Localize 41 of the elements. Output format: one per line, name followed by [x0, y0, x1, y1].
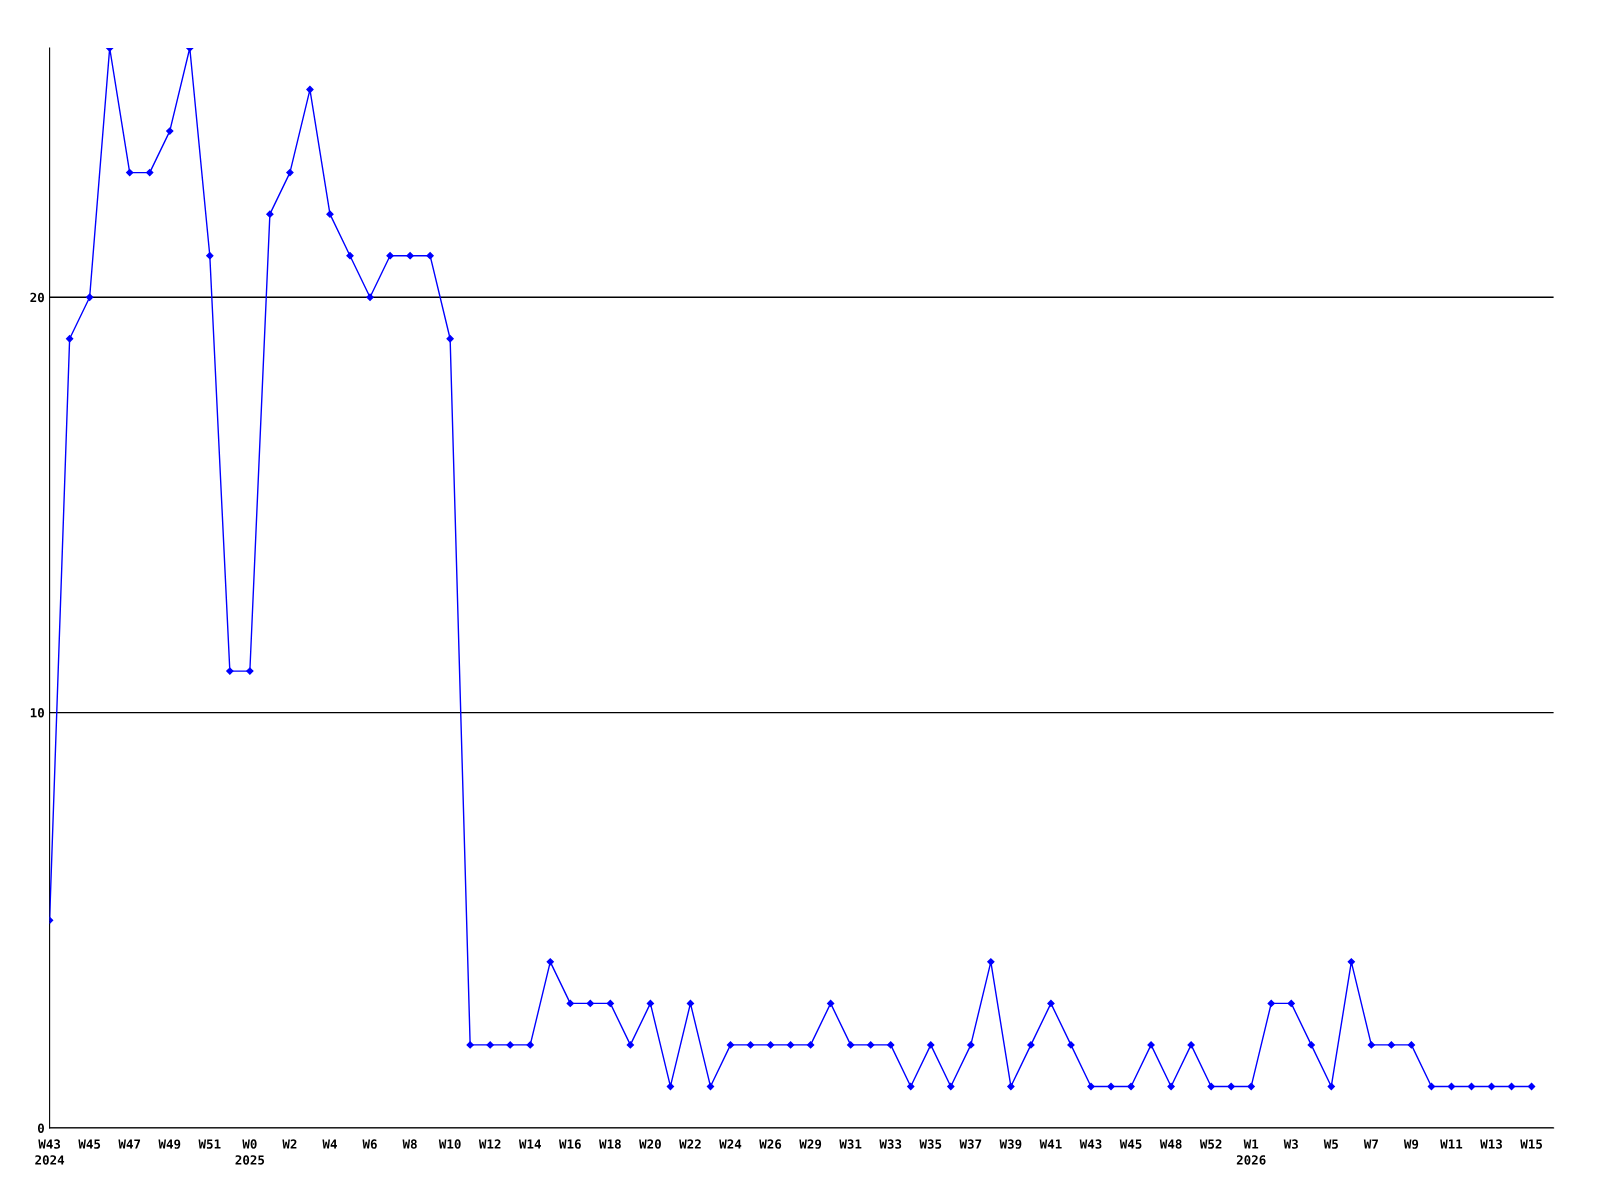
x-tick-label: W2 — [282, 1139, 297, 1149]
x-tick-label: W18 — [599, 1139, 621, 1149]
x-tick-label: W6 — [362, 1139, 377, 1149]
x-tick-label: W5 — [1323, 1139, 1338, 1149]
x-tick-label: W22 — [679, 1139, 701, 1149]
x-tick-label: W1 2026 — [1236, 1139, 1266, 1165]
x-tick-label: W43 2024 — [35, 1139, 65, 1165]
x-tick-label: W3 — [1283, 1139, 1298, 1149]
x-tick-label: W51 — [198, 1139, 221, 1149]
x-tick-label: W7 — [1363, 1139, 1378, 1149]
x-tick-label: W26 — [759, 1139, 782, 1149]
x-tick-label: W15 — [1520, 1139, 1543, 1149]
x-tick-label: W37 — [959, 1139, 982, 1149]
x-tick-label: W52 — [1199, 1139, 1222, 1149]
x-tick-label: W39 — [999, 1139, 1022, 1149]
x-tick-label: W13 — [1480, 1139, 1502, 1149]
x-tick-label: W10 — [438, 1139, 461, 1149]
x-tick-label: W45 — [1119, 1139, 1142, 1149]
x-tick-label: W43 — [1079, 1139, 1102, 1149]
x-tick-label: W8 — [402, 1139, 417, 1149]
y-tick-label: 0 — [37, 1123, 44, 1133]
x-tick-label: W16 — [559, 1139, 581, 1149]
x-tick-label: W11 — [1440, 1139, 1463, 1149]
x-tick-label: W35 — [919, 1139, 942, 1149]
x-tick-label: W24 — [719, 1139, 742, 1149]
x-tick-label: W47 — [118, 1139, 141, 1149]
x-tick-label: W45 — [78, 1139, 101, 1149]
x-tick-label: W14 — [518, 1139, 541, 1149]
y-tick-label: 10 — [30, 708, 44, 718]
x-tick-label: W0 2025 — [235, 1139, 265, 1165]
x-tick-label: W33 — [879, 1139, 902, 1149]
x-tick-label: W20 — [639, 1139, 661, 1149]
y-tick-label: 20 — [30, 292, 44, 303]
x-tick-label: W4 — [322, 1139, 337, 1149]
x-tick-label: W41 — [1039, 1139, 1062, 1149]
x-tick-label: W29 — [799, 1139, 822, 1149]
x-tick-label: W48 — [1159, 1139, 1182, 1149]
x-tick-label: W31 — [839, 1139, 862, 1149]
x-tick-label: W9 — [1403, 1139, 1419, 1149]
x-tick-label: W49 — [158, 1139, 181, 1149]
x-tick-label: W12 — [478, 1139, 501, 1149]
